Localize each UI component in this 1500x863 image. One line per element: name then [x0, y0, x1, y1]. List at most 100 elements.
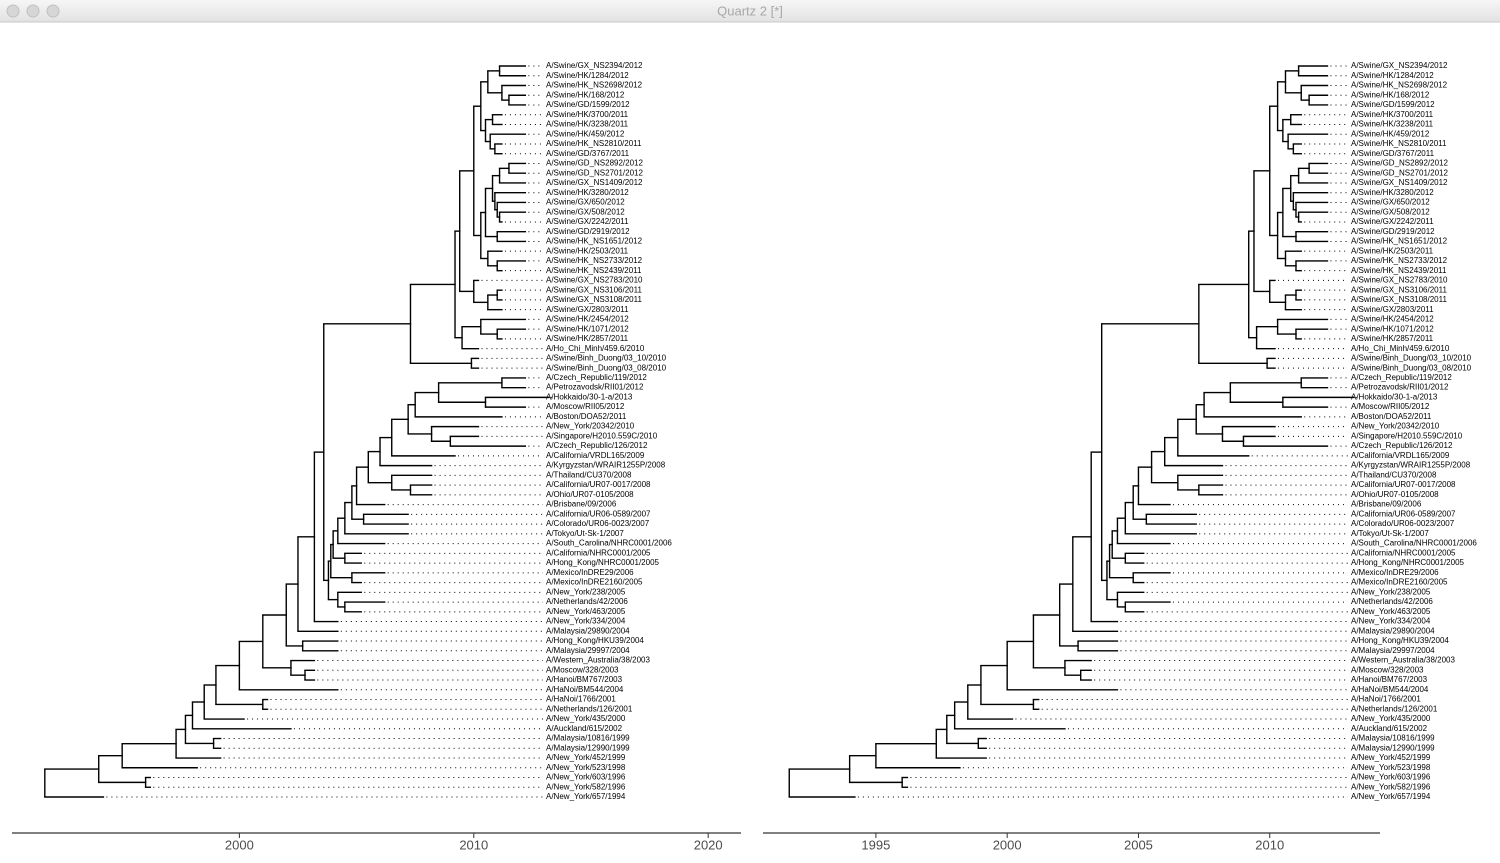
tip-label: A/Boston/DOA52/2011	[1351, 412, 1432, 421]
tip-label: A/Swine/GX/650/2012	[1351, 198, 1430, 207]
tip-label: A/Swine/GD/3767/2011	[546, 149, 630, 158]
tip-label: A/California/VRDL165/2009	[1351, 451, 1450, 460]
tip-label: A/Czech_Republic/119/2012	[1351, 373, 1452, 382]
title-bar	[0, 0, 1500, 22]
tip-label: A/Swine/GX_NS3106/2011	[1351, 285, 1447, 294]
tip-label: A/South_Carolina/NHRC0001/2006	[546, 539, 672, 548]
tip-label: A/Mexico/InDRE2160/2005	[1351, 578, 1448, 587]
tip-label: A/Colorado/UR06-0023/2007	[1351, 519, 1455, 528]
tip-label: A/Czech_Republic/119/2012	[546, 373, 647, 382]
tip-label: A/Swine/GD/1599/2012	[546, 100, 630, 109]
tip-label: A/Swine/GX/650/2012	[546, 198, 625, 207]
tip-label: A/Swine/Binh_Duong/03_10/2010	[546, 354, 667, 363]
tip-label: A/Ho_Chi_Minh/459.6/2010	[546, 344, 645, 353]
tip-label: A/California/NHRC0001/2005	[1351, 548, 1456, 557]
tip-label: A/New_York/463/2005	[546, 607, 626, 616]
tip-label: A/Malaysia/12990/1999	[546, 743, 630, 752]
tip-label: A/New_York/334/2004	[546, 617, 626, 626]
tip-label: A/Netherlands/126/2001	[546, 704, 633, 713]
tip-label: A/New_York/435/2000	[546, 714, 626, 723]
tip-label: A/Swine/HK/1071/2012	[1351, 324, 1434, 333]
tip-label: A/Moscow/RII05/2012	[1351, 402, 1430, 411]
tip-label: A/Hokkaido/30-1-a/2013	[1351, 392, 1438, 401]
window-title: Quartz 2 [*]	[717, 3, 783, 18]
tip-label: A/Swine/GX/508/2012	[546, 207, 625, 216]
tip-label: A/Swine/HK/168/2012	[546, 90, 625, 99]
tip-label: A/Malaysia/29890/2004	[546, 626, 630, 635]
tip-label: A/California/UR06-0589/2007	[546, 509, 651, 518]
tip-label: A/New_York/334/2004	[1351, 617, 1431, 626]
tip-label: A/Malaysia/10816/1999	[1351, 734, 1435, 743]
tip-label: A/Swine/GX/508/2012	[1351, 207, 1430, 216]
zoom-button[interactable]	[46, 4, 60, 18]
tip-label: A/Moscow/RII05/2012	[546, 402, 625, 411]
tip-label: A/Ohio/UR07-0105/2008	[546, 490, 634, 499]
tip-label: A/Czech_Republic/126/2012	[1351, 441, 1453, 450]
tip-label: A/Hokkaido/30-1-a/2013	[546, 392, 633, 401]
tip-label: A/Czech_Republic/126/2012	[546, 441, 648, 450]
tip-label: A/Petrozavodsk/RII01/2012	[1351, 383, 1449, 392]
tip-label: A/Petrozavodsk/RII01/2012	[546, 383, 644, 392]
tip-label: A/Swine/GX_NS3106/2011	[546, 285, 642, 294]
x-tick-label: 2005	[1124, 837, 1153, 852]
close-button[interactable]	[6, 4, 20, 18]
tip-label: A/New_York/603/1996	[546, 773, 626, 782]
tip-label: A/New_York/463/2005	[1351, 607, 1431, 616]
tip-label: A/Netherlands/42/2006	[546, 597, 628, 606]
tip-label: A/Boston/DOA52/2011	[546, 412, 627, 421]
tip-label: A/Swine/HK/2454/2012	[546, 315, 629, 324]
tip-label: A/Swine/GD/1599/2012	[1351, 100, 1435, 109]
tip-label: A/New_York/582/1996	[1351, 782, 1431, 791]
tip-label: A/HaNoi/1766/2001	[1351, 695, 1421, 704]
tip-label: A/HaNoi/1766/2001	[546, 695, 616, 704]
tip-label: A/Swine/HK/2857/2011	[1351, 334, 1434, 343]
tip-label: A/Western_Australia/38/2003	[1351, 656, 1455, 665]
tip-label: A/California/UR06-0589/2007	[1351, 509, 1456, 518]
tip-label: A/Swine/HK_NS1651/2012	[1351, 237, 1448, 246]
tip-label: A/Brisbane/09/2006	[546, 500, 617, 509]
tip-label: A/New_York/523/1998	[1351, 763, 1431, 772]
tip-label: A/Swine/HK/459/2012	[546, 129, 625, 138]
tip-label: A/Swine/HK/3238/2011	[1351, 120, 1434, 129]
tip-label: A/Swine/GX_NS3108/2011	[1351, 295, 1447, 304]
tip-label: A/New_York/657/1994	[546, 792, 626, 801]
tip-label: A/Swine/HK_NS2733/2012	[546, 256, 643, 265]
tip-label: A/Auckland/615/2002	[546, 724, 623, 733]
tip-label: A/Swine/GX_NS3108/2011	[546, 295, 642, 304]
tip-label: A/South_Carolina/NHRC0001/2006	[1351, 539, 1477, 548]
tip-label: A/Swine/GD_NS2701/2012	[546, 168, 644, 177]
tip-label: A/New_York/20342/2010	[1351, 422, 1440, 431]
tip-label: A/Malaysia/29997/2004	[1351, 646, 1435, 655]
tip-label: A/Malaysia/10816/1999	[546, 734, 630, 743]
tip-label: A/Malaysia/29997/2004	[546, 646, 630, 655]
tip-label: A/Netherlands/126/2001	[1351, 704, 1438, 713]
tip-label: A/Malaysia/29890/2004	[1351, 626, 1435, 635]
tip-label: A/Swine/GX_NS1409/2012	[546, 178, 643, 187]
tip-label: A/HaNoi/BM544/2004	[546, 685, 624, 694]
tip-label: A/HaNoi/BM544/2004	[1351, 685, 1429, 694]
tip-label: A/Western_Australia/38/2003	[546, 656, 650, 665]
tip-label: A/Swine/HK_NS2698/2012	[546, 81, 643, 90]
tip-label: A/New_York/452/1999	[1351, 753, 1431, 762]
tip-label: A/Swine/HK_NS2698/2012	[1351, 81, 1448, 90]
tip-label: A/Swine/GX/2803/2011	[546, 305, 629, 314]
tip-label: A/Swine/GD/2919/2012	[1351, 227, 1435, 236]
tip-label: A/Hanoi/BM767/2003	[546, 675, 623, 684]
tip-label: A/Hong_Kong/HKU39/2004	[546, 636, 644, 645]
tip-label: A/California/VRDL165/2009	[546, 451, 645, 460]
tip-label: A/Swine/GX_NS2783/2010	[546, 276, 643, 285]
tip-label: A/Moscow/328/2003	[1351, 665, 1424, 674]
tip-label: A/Swine/HK/168/2012	[1351, 90, 1430, 99]
tip-label: A/Swine/HK/3280/2012	[546, 188, 629, 197]
tip-label: A/Singapore/H2010.559C/2010	[1351, 431, 1463, 440]
minimize-button[interactable]	[26, 4, 40, 18]
tip-label: A/New_York/657/1994	[1351, 792, 1431, 801]
x-tick-label: 2010	[459, 837, 488, 852]
tip-label: A/Moscow/328/2003	[546, 665, 619, 674]
tip-label: A/New_York/238/2005	[546, 587, 626, 596]
tip-label: A/Swine/GD_NS2892/2012	[546, 159, 644, 168]
tip-label: A/Auckland/615/2002	[1351, 724, 1428, 733]
tip-label: A/Hong_Kong/NHRC0001/2005	[1351, 558, 1465, 567]
tip-label: A/New_York/452/1999	[546, 753, 626, 762]
